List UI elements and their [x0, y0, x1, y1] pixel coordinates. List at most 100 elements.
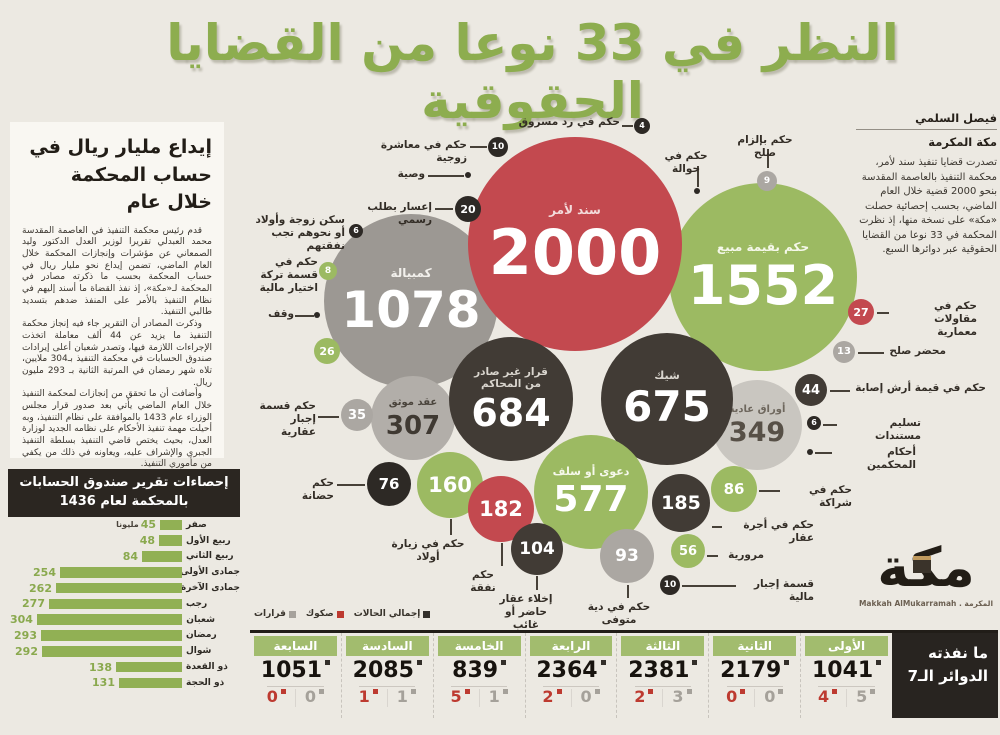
- total-swatch: [692, 660, 698, 665]
- column-divider: [818, 686, 875, 687]
- legend-label-decisions: قرارات: [254, 609, 286, 619]
- bar-value: 48: [139, 534, 155, 548]
- callout-line: [767, 149, 769, 168]
- circuit-decisions: 0: [764, 687, 776, 706]
- decisions-swatch: [778, 689, 784, 694]
- bar-category-label: ذو الحجة: [186, 677, 225, 688]
- decisions-swatch: [594, 689, 600, 694]
- circuit-name: السادسة: [345, 636, 429, 656]
- callout-label: حكم قسمة إجبار عقارية: [259, 400, 316, 439]
- bubble-value: 76: [378, 474, 400, 493]
- callout-line: [450, 519, 452, 535]
- bar: [119, 677, 182, 689]
- circuit-decisions: 0: [304, 687, 317, 706]
- bar: [49, 598, 182, 610]
- bar-category-label: جمادى الأولى: [180, 567, 240, 578]
- circuit-column: الرابعة 2364 0 2: [524, 633, 617, 718]
- bubble-value: 10: [491, 141, 505, 152]
- bubble-307: عقد موثق 307: [371, 376, 455, 460]
- callout-line: [759, 490, 780, 492]
- circuit-name: الثالثة: [621, 636, 705, 656]
- callout-dot: [314, 312, 320, 318]
- circuit-total-row: 1041: [801, 660, 892, 684]
- circuit-name: الأولى: [805, 636, 888, 656]
- bar-chart: صفر 45 مليونا ربيع الأول 48 ربيع الثاني 84 جماد…: [8, 517, 240, 691]
- circuits-table: ما نفذته الدوائر الـ7 الأولى 1041 5 4 الثاني…: [250, 630, 998, 718]
- bubble-value: 6: [353, 226, 359, 235]
- bubble-26: 26: [314, 338, 340, 364]
- article-paragraph: وأضافت أن ما تحقق من إنجازات لمحكمة التن…: [22, 389, 212, 470]
- callout-label: حكم حضانة: [301, 477, 334, 503]
- bubble-4: 4: [634, 118, 650, 134]
- bar-value: 254: [33, 565, 56, 579]
- makkah-logo: مكة Makkah AlMukarramah . المكرمة: [856, 539, 996, 607]
- total-swatch: [600, 660, 606, 665]
- bubble-value: 160: [428, 472, 472, 497]
- bubble-value: 10: [663, 579, 677, 590]
- circuit-deeds: 0: [726, 687, 738, 706]
- bar-category-label: ذو القعدة: [186, 662, 228, 673]
- column-divider: [267, 686, 324, 687]
- bar: [36, 614, 183, 625]
- callout-label: حكم بإلزام صلح: [737, 134, 793, 160]
- column-divider: [634, 686, 692, 687]
- bar-category-label: رمضان: [186, 630, 217, 641]
- bubble-684: قرار غير صادر من المحاكم 684: [449, 337, 573, 461]
- total-swatch: [876, 660, 882, 665]
- deeds-swatch: [556, 689, 562, 694]
- bubble-86: 86: [711, 466, 757, 512]
- callout-line: [337, 484, 365, 486]
- callout-label: حكم نفقة: [470, 569, 496, 595]
- article-panel: إيداع مليار ريال في حساب المحكمة خلال عا…: [10, 122, 224, 469]
- bubble-value: 8: [324, 265, 332, 276]
- circuit-total: 839: [452, 658, 499, 683]
- bar-value: 84: [122, 549, 138, 563]
- bar-row: ربيع الثاني 84: [8, 549, 240, 565]
- bar-row: رمضان 293: [8, 628, 240, 644]
- intro-paragraph: تصدرت قضايا تنفيذ سند لأمر، محكمة التنفي…: [859, 157, 997, 255]
- bar-chart-title-line2: بالمحكمة لعام 1436: [59, 493, 189, 509]
- circuit-total-row: 2085: [342, 660, 433, 684]
- bubble-label: أوراق عادية: [728, 403, 786, 415]
- total-swatch: [325, 660, 331, 665]
- callout-line: [428, 175, 464, 177]
- callout-line: [435, 208, 453, 210]
- callout-line: [536, 576, 538, 590]
- circuit-total-row: 839: [434, 660, 525, 684]
- circuit-deeds: 1: [358, 687, 370, 706]
- bubble-value: 104: [519, 538, 555, 559]
- callout-label: حكم في قسمة تركة اختيار مالية: [259, 256, 318, 295]
- bubble-value: 56: [678, 543, 698, 559]
- bar: [42, 646, 182, 657]
- bar: [56, 582, 182, 594]
- callout-line: [318, 416, 339, 418]
- deeds-swatch: [648, 689, 654, 694]
- bubble-value: 26: [319, 344, 335, 358]
- bubble-label: شيك: [654, 368, 680, 382]
- callout-line: [712, 526, 722, 528]
- callout-line: [815, 452, 832, 454]
- callout-label: وقف: [268, 308, 294, 320]
- bubble-dot-29: [465, 172, 471, 178]
- bubble-value: 93: [615, 545, 639, 566]
- byline-author: فيصل السلمي: [915, 111, 997, 125]
- bubble-35: 35: [341, 399, 373, 431]
- sub-divider: [846, 689, 848, 707]
- legend-swatch-total: [423, 610, 431, 618]
- circuit-total: 2364: [536, 658, 598, 683]
- bubble-value: 2000: [488, 215, 662, 289]
- bubble-value: 185: [661, 491, 701, 514]
- sub-divider: [754, 689, 756, 707]
- bubble-value: 4: [639, 121, 645, 130]
- callout-label: وصية: [397, 168, 425, 180]
- sub-divider: [386, 689, 388, 707]
- bar-row: جمادى الآخرة 262: [8, 580, 240, 596]
- bar-row: صفر 45 مليونا: [8, 517, 240, 533]
- circuit-total: 2085: [352, 658, 414, 683]
- callout-line: [830, 390, 850, 392]
- callout-label: تسليم مستندات: [875, 417, 921, 443]
- callout-label: أحكام المحكمين: [866, 446, 916, 472]
